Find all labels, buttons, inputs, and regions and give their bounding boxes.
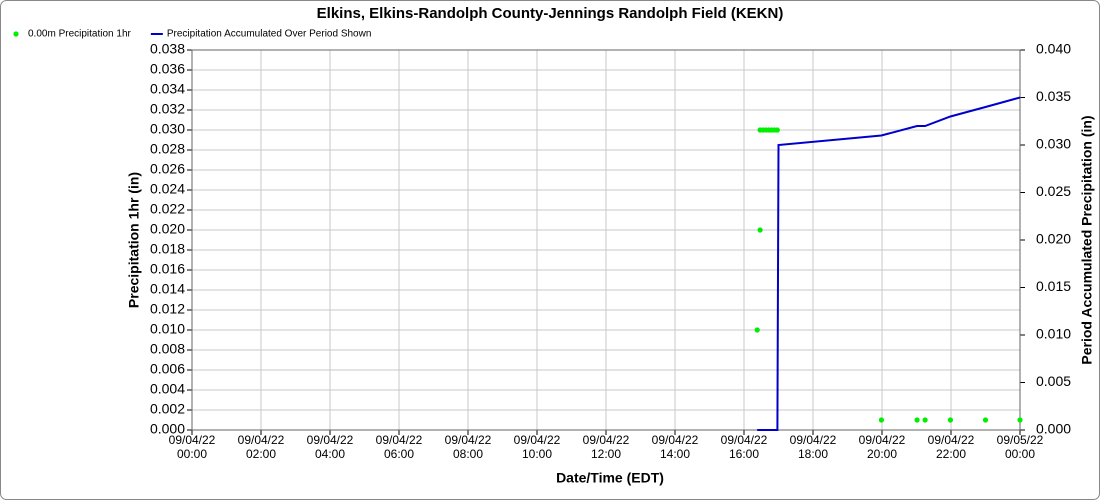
x-tick-label: 09/04/22 02:00: [237, 433, 285, 461]
y-tick-label: 0.024: [150, 181, 185, 197]
x-tick-label: 09/04/22 12:00: [582, 433, 630, 461]
data-point: [757, 227, 763, 233]
x-tick-label: 09/04/22 06:00: [375, 433, 423, 461]
y2-axis-title: Period Accumulated Precipitation (in): [1079, 115, 1095, 364]
data-point: [774, 127, 780, 133]
y-tick-label: 0.002: [150, 401, 185, 417]
legend-label: 0.00m Precipitation 1hr: [28, 29, 132, 40]
y-tick-label: 0.006: [150, 361, 185, 377]
x-tick-label: 09/04/22 10:00: [513, 433, 561, 461]
data-line: [757, 96, 1021, 431]
y-tick-label: 0.018: [150, 241, 185, 257]
y-tick-label: 0.012: [150, 301, 185, 317]
data-point: [754, 327, 760, 333]
x-tick-label: 09/04/22 18:00: [789, 433, 837, 461]
y-tick-label: 0.016: [150, 261, 185, 277]
y2-tick-label: 0.025: [1036, 183, 1071, 199]
chart-title: Elkins, Elkins-Randolph County-Jennings …: [317, 5, 784, 22]
x-axis-title: Date/Time (EDT): [556, 470, 664, 486]
plot-frame: [191, 49, 1021, 431]
x-tick-label: 09/04/22 04:00: [306, 433, 354, 461]
y-tick-label: 0.036: [150, 61, 185, 77]
x-tick-label: 09/04/22 00:00: [168, 433, 216, 461]
y2-tick-label: 0.000: [1036, 421, 1071, 437]
data-point: [922, 417, 928, 423]
y-tick-label: 0.038: [150, 41, 185, 57]
y-tick-label: 0.014: [150, 281, 185, 297]
x-tick-label: 09/04/22 08:00: [444, 433, 492, 461]
y2-tick-label: 0.015: [1036, 278, 1071, 294]
data-point: [878, 417, 885, 423]
y2-tick-label: 0.040: [1036, 41, 1071, 57]
y2-tick-label: 0.035: [1036, 88, 1071, 104]
y-tick-label: 0.030: [150, 121, 185, 137]
x-tick-label: 09/04/22 22:00: [927, 433, 975, 461]
y-tick-label: 0.026: [150, 161, 185, 177]
y-tick-label: 0.008: [150, 341, 185, 357]
y-tick-label: 0.004: [150, 381, 185, 397]
legend-label: Precipitation Accumulated Over Period Sh…: [167, 29, 372, 40]
data-point: [1017, 417, 1023, 423]
x-tick-label: 09/04/22 20:00: [858, 433, 906, 461]
y-tick-label: 0.022: [150, 201, 185, 217]
legend-marker: [13, 31, 19, 37]
y-axis-title: Precipitation 1hr (in): [126, 172, 142, 308]
y-tick-label: 0.034: [150, 81, 185, 97]
y-tick-label: 0.032: [150, 101, 185, 117]
y-tick-label: 0.028: [150, 141, 185, 157]
y2-tick-label: 0.005: [1036, 373, 1071, 389]
y2-tick-label: 0.030: [1036, 136, 1071, 152]
data-point: [947, 417, 954, 423]
y-tick-label: 0.010: [150, 321, 185, 337]
y2-tick-label: 0.010: [1036, 326, 1071, 342]
y2-tick-label: 0.020: [1036, 231, 1071, 247]
x-tick-label: 09/04/22 14:00: [651, 433, 699, 461]
data-point: [982, 417, 989, 423]
y-tick-label: 0.020: [150, 221, 185, 237]
data-point: [914, 417, 920, 423]
x-tick-label: 09/05/22 00:00: [996, 433, 1044, 461]
y-tick-label: 0.000: [150, 421, 185, 437]
x-tick-label: 09/04/22 16:00: [720, 433, 768, 461]
